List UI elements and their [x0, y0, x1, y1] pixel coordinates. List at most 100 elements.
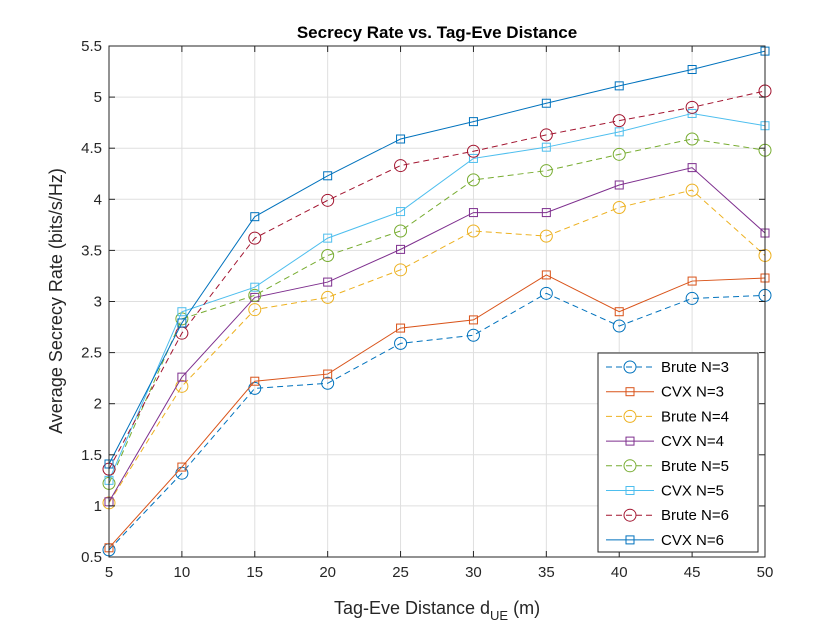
data-point [248, 231, 262, 245]
data-point [614, 307, 624, 317]
x-axis-label-main: Tag-Eve Distance d [334, 598, 490, 618]
legend: Brute N=3 CVX N=3 Brute N=4 CVX N=4 Brute N=… [597, 352, 759, 553]
legend-label: CVX N=3 [661, 384, 724, 401]
data-point [250, 282, 260, 292]
data-point [466, 328, 480, 342]
legend-label: Brute N=5 [661, 458, 729, 475]
data-point [323, 369, 333, 379]
data-point [323, 233, 333, 243]
legend-entry: Brute N=6 [606, 507, 729, 524]
y-tick-label: 3.5 [81, 242, 102, 259]
data-point [396, 323, 406, 333]
data-point [539, 164, 553, 178]
data-point [539, 229, 553, 243]
data-point [468, 117, 478, 127]
data-point [468, 315, 478, 325]
data-point [612, 147, 626, 161]
data-point [396, 207, 406, 217]
legend-label: CVX N=6 [661, 532, 724, 549]
legend-marker [625, 387, 635, 397]
data-point [614, 127, 624, 137]
x-tick-label: 5 [105, 564, 113, 581]
data-point [394, 159, 408, 173]
data-point [394, 263, 408, 277]
y-tick-label: 4.5 [81, 140, 102, 157]
data-point [323, 171, 333, 181]
x-tick-label: 20 [319, 564, 336, 581]
y-tick-label: 1 [94, 498, 102, 515]
legend-entry: CVX N=4 [606, 433, 724, 450]
y-tick-label: 3 [94, 294, 102, 311]
data-point [541, 98, 551, 108]
legend-label: CVX N=5 [661, 483, 724, 500]
data-point [466, 173, 480, 187]
data-point [394, 336, 408, 350]
data-point [687, 65, 697, 75]
series-line [108, 90, 766, 470]
data-point [396, 134, 406, 144]
legend-entry: CVX N=5 [606, 483, 724, 500]
legend-marker [625, 436, 635, 446]
ticks: 5 10 15 20 25 30 35 40 45 50 0.5 1 1.5 2 2.5 3 3.5 4 4.5 5 5… [81, 38, 773, 581]
series-5 [104, 108, 770, 485]
y-tick-label: 2.5 [81, 345, 102, 362]
series-2 [102, 183, 772, 510]
series-line [108, 189, 766, 504]
x-axis-label-suffix: (m) [508, 598, 540, 618]
x-tick-label: 45 [684, 564, 701, 581]
data-point [468, 208, 478, 218]
x-axis-label: Tag-Eve Distance dUE (m) [334, 598, 540, 623]
data-point [612, 200, 626, 214]
data-point [177, 462, 187, 472]
legend-marker [625, 535, 635, 545]
legend-label: Brute N=4 [661, 408, 729, 425]
data-point [687, 276, 697, 286]
legend-entry: Brute N=3 [606, 359, 729, 376]
legend-entry: CVX N=6 [606, 532, 724, 549]
data-point [321, 290, 335, 304]
legend-marker [623, 409, 637, 423]
legend-entry: Brute N=4 [606, 408, 729, 425]
legend-label: Brute N=3 [661, 359, 729, 376]
data-point [614, 81, 624, 91]
data-point [685, 100, 699, 114]
data-point [321, 376, 335, 390]
y-axis-label: Average Secrecy Rate (bits/s/Hz) [46, 168, 66, 434]
data-point [541, 142, 551, 152]
data-point [396, 244, 406, 254]
data-point [685, 132, 699, 146]
y-tick-label: 5.5 [81, 38, 102, 55]
data-point [175, 379, 189, 393]
data-point [612, 319, 626, 333]
x-tick-label: 15 [246, 564, 263, 581]
data-point [685, 183, 699, 197]
x-tick-label: 50 [757, 564, 774, 581]
series-line [108, 292, 766, 551]
legend-label: CVX N=4 [661, 433, 724, 450]
x-tick-label: 35 [538, 564, 555, 581]
x-tick-label: 30 [465, 564, 482, 581]
data-point [177, 307, 187, 317]
data-point [612, 114, 626, 128]
data-point [687, 108, 697, 118]
data-point [541, 270, 551, 280]
data-point [466, 144, 480, 158]
data-point [539, 128, 553, 142]
y-tick-label: 1.5 [81, 447, 102, 464]
data-point [614, 180, 624, 190]
chart-title: Secrecy Rate vs. Tag-Eve Distance [297, 23, 577, 42]
x-tick-label: 10 [174, 564, 191, 581]
legend-marker [623, 360, 637, 374]
data-point [466, 224, 480, 238]
legend-entry: CVX N=3 [606, 384, 724, 401]
y-tick-label: 5 [94, 89, 102, 106]
data-point [541, 208, 551, 218]
series-line [108, 112, 766, 481]
series-line [108, 274, 766, 549]
legend-marker [623, 508, 637, 522]
data-point [539, 286, 553, 300]
data-point [321, 249, 335, 263]
y-tick-label: 2 [94, 396, 102, 413]
x-tick-label: 25 [392, 564, 409, 581]
